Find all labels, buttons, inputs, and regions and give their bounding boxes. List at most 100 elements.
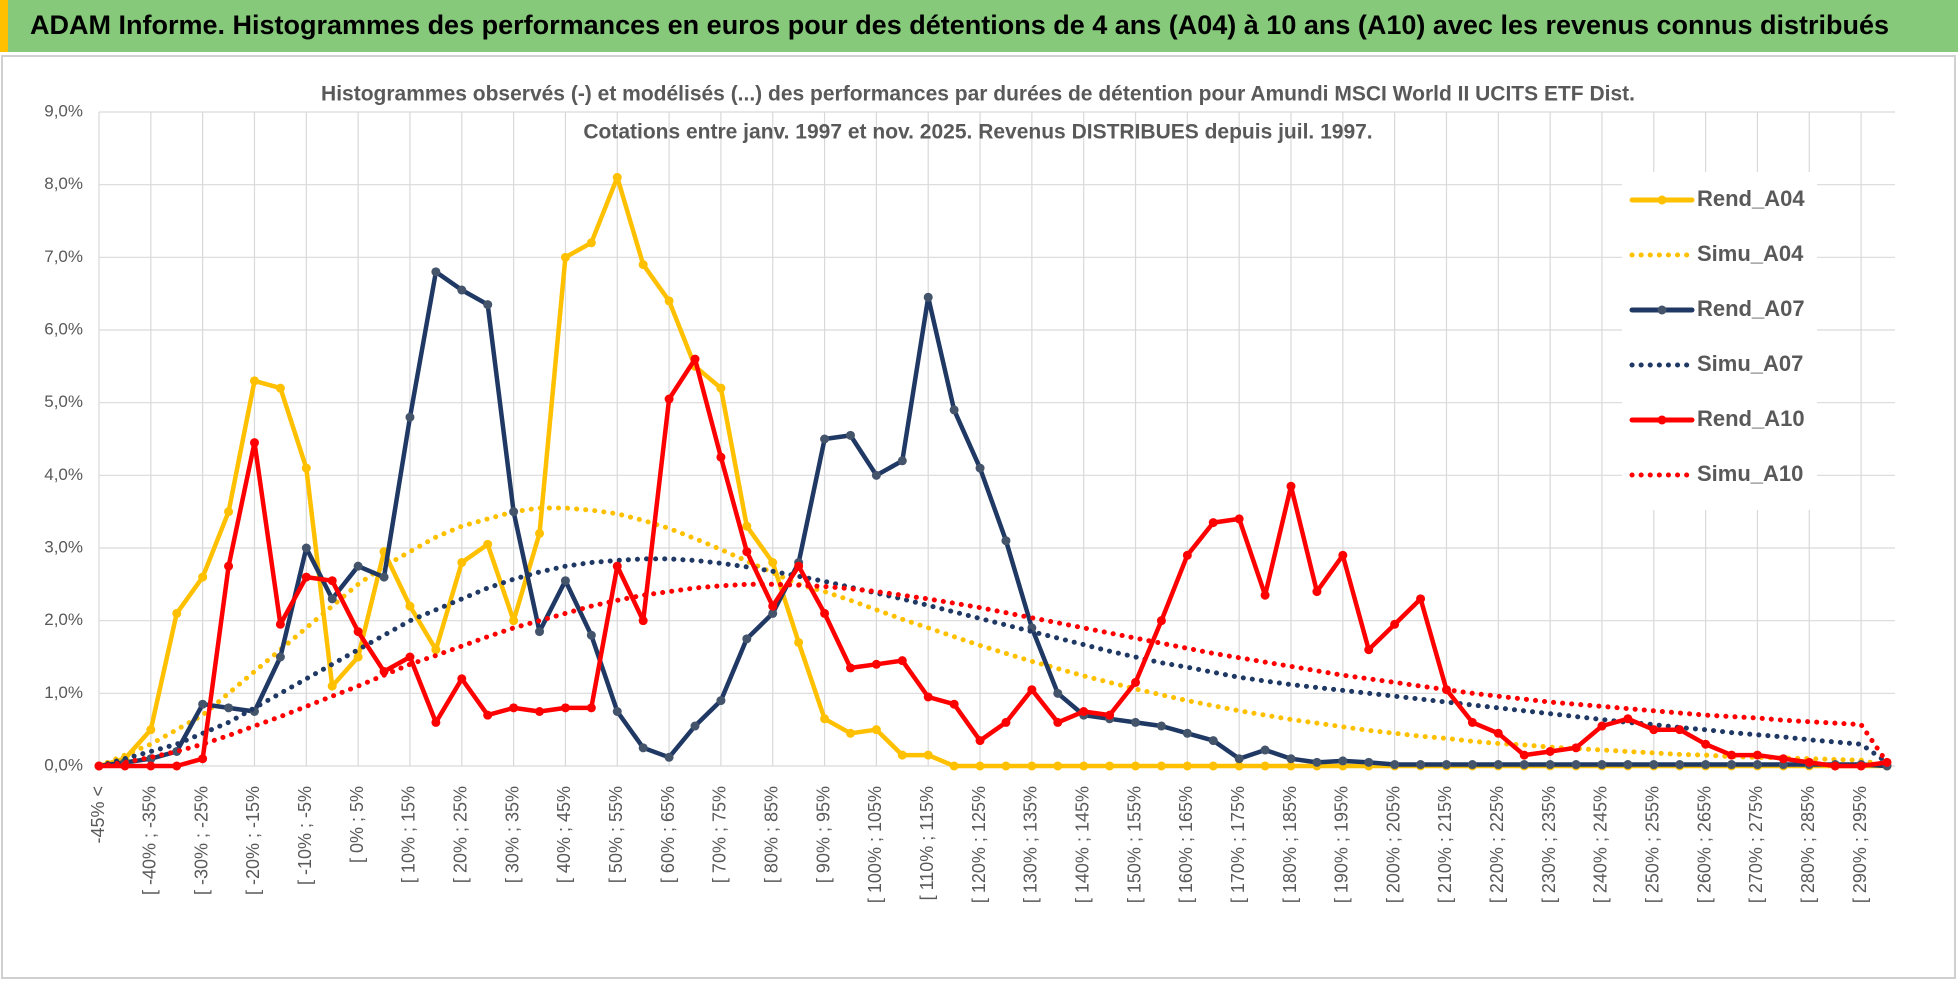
data-point <box>535 707 545 716</box>
data-point <box>1131 717 1141 727</box>
data-point <box>1027 761 1037 771</box>
data-point <box>1882 757 1892 767</box>
data-point <box>172 608 182 618</box>
data-point <box>1079 761 1089 771</box>
data-point <box>353 627 363 637</box>
data-point <box>1260 761 1270 771</box>
x-tick-label: [ 50% ; 55% <box>606 786 626 883</box>
data-point <box>405 601 415 611</box>
data-point <box>975 736 985 746</box>
data-point <box>483 300 493 310</box>
data-point <box>327 594 337 604</box>
data-point <box>1131 677 1141 687</box>
data-point <box>975 761 985 771</box>
data-point <box>327 576 337 586</box>
x-tick-label: [ 160% ; 165% <box>1176 786 1196 903</box>
data-point <box>716 452 726 462</box>
data-point <box>664 296 674 306</box>
data-point <box>612 172 622 182</box>
data-point <box>1675 725 1685 735</box>
x-tick-label: [ 100% ; 105% <box>865 786 885 903</box>
data-point <box>768 601 778 611</box>
data-point <box>1571 760 1581 770</box>
x-tick-label: [ 220% ; 225% <box>1487 786 1507 903</box>
data-point <box>1182 761 1192 771</box>
page-title: ADAM Informe. Histogrammes des performan… <box>30 10 1889 40</box>
chart-subtitle: Cotations entre janv. 1997 et nov. 2025.… <box>583 121 1372 144</box>
data-point <box>1208 761 1218 771</box>
data-point <box>1416 760 1426 770</box>
x-tick-label: [ 190% ; 195% <box>1332 786 1352 903</box>
data-point <box>1001 717 1011 727</box>
y-tick-label: 0,0% <box>44 755 83 774</box>
data-point <box>1208 518 1218 528</box>
observed-line <box>96 269 1890 769</box>
data-point <box>1519 760 1529 770</box>
x-tick-label: [ 40% ; 45% <box>554 786 574 883</box>
data-point <box>275 619 285 629</box>
data-point <box>768 558 778 568</box>
data-point <box>224 561 234 571</box>
legend-marker <box>1657 195 1667 205</box>
x-tick-label: [ 170% ; 175% <box>1228 786 1248 903</box>
data-point <box>1623 760 1633 770</box>
data-point <box>560 576 570 586</box>
data-point <box>1260 745 1270 755</box>
data-point <box>871 659 881 669</box>
data-point <box>638 743 648 753</box>
data-point <box>535 627 545 637</box>
data-point <box>1208 736 1218 746</box>
data-point <box>1234 514 1244 524</box>
data-point <box>742 634 752 644</box>
data-point <box>1286 481 1296 491</box>
data-point <box>897 456 907 466</box>
data-point <box>794 637 804 647</box>
data-point <box>457 674 467 684</box>
data-point <box>1571 743 1581 753</box>
x-tick-label: -45% < <box>88 786 108 844</box>
x-tick-label: [ 230% ; 235% <box>1539 786 1559 903</box>
data-point <box>820 434 830 444</box>
data-point <box>431 267 441 277</box>
x-tick-label: [ 60% ; 65% <box>658 786 678 883</box>
y-tick-label: 4,0% <box>44 465 83 484</box>
data-point <box>1727 750 1737 760</box>
data-point <box>975 463 985 473</box>
data-point <box>483 710 493 720</box>
data-point <box>1701 739 1711 749</box>
x-tick-label: [ -40% ; -35% <box>140 786 160 895</box>
x-tick-label: [ 20% ; 25% <box>451 786 471 883</box>
x-tick-label: [ 240% ; 245% <box>1591 786 1611 903</box>
data-point <box>1778 754 1788 764</box>
data-point <box>275 652 285 662</box>
data-point <box>1545 746 1555 756</box>
data-point <box>1804 757 1814 767</box>
data-point <box>1649 725 1659 735</box>
data-point <box>1105 761 1115 771</box>
data-point <box>1338 550 1348 560</box>
legend-label: Simu_A04 <box>1697 241 1804 266</box>
data-point <box>146 761 156 771</box>
x-tick-label: [ 150% ; 155% <box>1124 786 1144 903</box>
data-point <box>820 714 830 724</box>
y-tick-label: 6,0% <box>44 319 83 338</box>
data-point <box>664 752 674 762</box>
data-point <box>1545 760 1555 770</box>
data-point <box>1027 685 1037 695</box>
data-point <box>1131 761 1141 771</box>
header-accent <box>0 0 8 52</box>
data-point <box>1364 645 1374 655</box>
data-point <box>794 561 804 571</box>
data-point <box>1701 760 1711 770</box>
data-point <box>716 383 726 393</box>
data-point <box>1105 710 1115 720</box>
data-point <box>1156 721 1166 731</box>
data-point <box>1156 761 1166 771</box>
data-point <box>327 681 337 691</box>
data-point <box>353 652 363 662</box>
data-point <box>198 572 208 582</box>
data-point <box>742 521 752 531</box>
data-point <box>923 292 933 302</box>
legend-box <box>1622 172 1817 510</box>
